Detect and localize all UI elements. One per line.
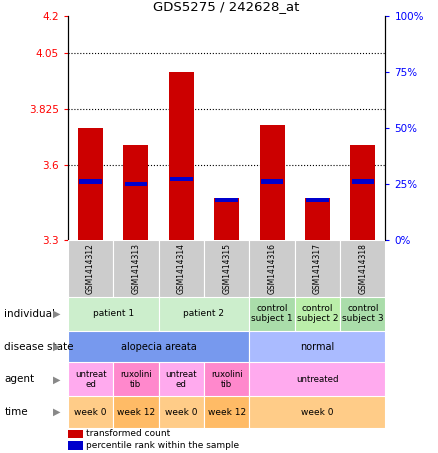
Bar	[79, 179, 102, 184]
Text: untreat
ed: untreat ed	[75, 370, 106, 389]
Bar	[261, 179, 283, 184]
Text: week 0: week 0	[165, 408, 198, 417]
Bar	[249, 331, 385, 362]
Text: disease state: disease state	[4, 342, 74, 352]
Text: transformed count: transformed count	[86, 429, 170, 439]
Text: ▶: ▶	[53, 374, 61, 385]
Bar	[249, 240, 295, 297]
Bar	[78, 128, 103, 240]
Text: GSM1414318: GSM1414318	[358, 243, 367, 294]
Bar	[68, 396, 113, 428]
Bar	[169, 72, 194, 240]
Text: control
subject 3: control subject 3	[342, 304, 384, 323]
Bar	[249, 362, 385, 396]
Text: control
subject 2: control subject 2	[297, 304, 338, 323]
Text: ruxolini
tib: ruxolini tib	[211, 370, 243, 389]
Bar	[68, 441, 83, 449]
Bar	[68, 331, 249, 362]
Bar	[306, 198, 328, 202]
Bar	[214, 198, 239, 240]
Bar	[159, 297, 249, 331]
Text: GSM1414317: GSM1414317	[313, 243, 322, 294]
Text: untreat
ed: untreat ed	[166, 370, 197, 389]
Bar	[249, 297, 295, 331]
Bar	[159, 396, 204, 428]
Text: week 12: week 12	[208, 408, 246, 417]
Text: GSM1414314: GSM1414314	[177, 243, 186, 294]
Bar	[170, 177, 193, 181]
Text: ▶: ▶	[53, 308, 61, 319]
Text: time: time	[4, 407, 28, 417]
Text: agent: agent	[4, 374, 35, 385]
Bar	[68, 297, 159, 331]
Bar	[352, 179, 374, 184]
Bar	[125, 182, 147, 186]
Bar	[204, 362, 249, 396]
Bar	[215, 198, 238, 202]
Text: ▶: ▶	[53, 342, 61, 352]
Text: GSM1414316: GSM1414316	[268, 243, 276, 294]
Text: ruxolini
tib: ruxolini tib	[120, 370, 152, 389]
Bar	[204, 240, 249, 297]
Bar	[159, 240, 204, 297]
Bar	[159, 362, 204, 396]
Text: GSM1414312: GSM1414312	[86, 243, 95, 294]
Bar	[68, 240, 113, 297]
Bar	[249, 396, 385, 428]
Bar	[340, 240, 385, 297]
Bar	[113, 240, 159, 297]
Bar	[113, 396, 159, 428]
Text: untreated: untreated	[296, 375, 339, 384]
Text: percentile rank within the sample: percentile rank within the sample	[86, 441, 239, 450]
Text: control
subject 1: control subject 1	[251, 304, 293, 323]
Text: individual: individual	[4, 308, 55, 319]
Text: week 0: week 0	[301, 408, 334, 417]
Text: patient 1: patient 1	[93, 309, 134, 318]
Text: GSM1414315: GSM1414315	[222, 243, 231, 294]
Text: ▶: ▶	[53, 407, 61, 417]
Text: week 0: week 0	[74, 408, 107, 417]
Bar	[350, 145, 375, 240]
Bar	[113, 362, 159, 396]
Text: GSM1414313: GSM1414313	[131, 243, 141, 294]
Bar	[295, 297, 340, 331]
Bar	[295, 240, 340, 297]
Text: patient 2: patient 2	[184, 309, 225, 318]
Bar	[124, 145, 148, 240]
Text: normal: normal	[300, 342, 335, 352]
Bar	[204, 396, 249, 428]
Text: alopecia areata: alopecia areata	[121, 342, 197, 352]
Bar	[340, 297, 385, 331]
Bar	[260, 125, 285, 240]
Bar	[68, 429, 83, 439]
Text: week 12: week 12	[117, 408, 155, 417]
Title: GDS5275 / 242628_at: GDS5275 / 242628_at	[153, 0, 300, 13]
Bar	[68, 362, 113, 396]
Bar	[305, 198, 330, 240]
